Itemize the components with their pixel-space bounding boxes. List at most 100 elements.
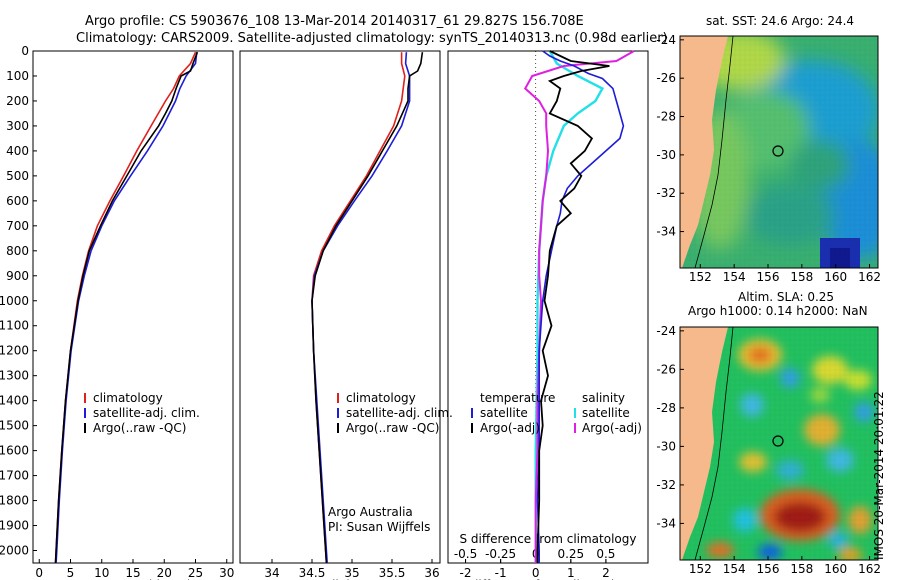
legend-title-temperature: temperature [480,391,555,405]
salinity-panel: 34 34.5 35 35.5 36 salinity climatologysatelli… [239,50,453,580]
series-line [536,50,610,563]
y-tick-label: 900 [6,269,29,283]
sla-map-title-2: Argo h1000: 0.14 h2000: NaN [688,304,868,318]
lat-tick-label: -32 [656,186,676,200]
series-line [536,50,625,563]
y-tick-label: 1600 [0,444,29,458]
panel-frame [447,50,649,564]
lon-tick-label: 152 [689,562,712,576]
legend-label: Argo(-adj) [480,421,540,435]
s-tick-label: 0.25 [557,547,584,561]
y-tick-label: 1800 [0,494,29,508]
title-line-1: Argo profile: CS 5903676_108 13-Mar-2014… [85,14,584,29]
panel-frame [239,50,441,564]
lon-tick-label: 156 [757,270,780,284]
y-tick-label: 1100 [0,319,29,333]
difference-panel: -2 -1 0 1 2-0.5 -0.25 0 0.25 0.5S difference fro… [447,50,649,580]
sst-land [680,36,728,268]
x-tick-label: 15 [125,566,140,580]
x-tick-label: 0 [35,566,43,580]
sst-map [680,36,878,268]
legend-label: Argo(..raw -QC) [93,421,186,435]
lon-tick-label: 162 [858,562,881,576]
y-tick-label: 1400 [0,394,29,408]
s-tick-label: 0.5 [596,547,615,561]
lat-tick-label: -26 [656,71,676,85]
series-line [523,50,635,563]
s-tick-label: -0.25 [485,547,516,561]
lat-tick-label: -24 [656,324,676,338]
sst-map-title: sat. SST: 24.6 Argo: 24.4 [706,14,854,28]
legend-label: climatology [93,391,163,405]
x-tick-label: 20 [157,566,172,580]
lon-tick-label: 154 [723,270,746,284]
y-tick-label: 1300 [0,369,29,383]
x-tick-label: 25 [188,566,203,580]
series-line [311,52,406,564]
s-tick-label: -0.5 [454,547,477,561]
x-axis-label: T difference from climatology [459,578,637,580]
lon-tick-label: 158 [790,270,813,284]
lon-tick-label: 158 [790,562,813,576]
y-tick-label: 200 [6,94,29,108]
panel-frame [32,50,234,564]
legend-label: satellite-adj. clim. [93,406,200,420]
lat-tick-label: -30 [656,148,676,162]
lon-tick-label: 160 [824,270,847,284]
y-tick-label: 1200 [0,344,29,358]
x-tick-label: -2 [460,566,472,580]
x-tick-label: 10 [94,566,109,580]
x-tick-label: -1 [495,566,507,580]
legend-label: Argo(-adj) [582,421,642,435]
x-tick-label: 36 [424,566,439,580]
lat-tick-label: -34 [656,516,676,530]
series-line [54,51,199,564]
sla-argo-marker [772,435,784,447]
lon-tick-label: 160 [824,562,847,576]
lat-tick-label: -28 [656,110,676,124]
credit-line-1: Argo Australia [328,505,413,519]
y-tick-label: 300 [6,119,29,133]
y-tick-label: 800 [6,244,29,258]
y-tick-label: 400 [6,144,29,158]
temperature-panel: 0100200300400500600700800900100011001200… [0,44,234,580]
lon-tick-label: 162 [858,270,881,284]
sst-argo-marker [772,145,784,157]
x-axis-label: temperature (deg C) [68,578,191,580]
x-tick-label: 35 [344,566,359,580]
timestamp-stamp: IMOS 20-Mar-2014 20:01:22 [872,391,886,560]
x-tick-label: 0 [532,566,540,580]
lat-tick-label: -30 [656,439,676,453]
legend-label: Argo(..raw -QC) [346,421,439,435]
y-tick-label: 500 [6,169,29,183]
y-tick-label: 0 [21,44,29,58]
y-tick-label: 100 [6,69,29,83]
sla-map-ticks: -24 -26 -28 -30 -32 -34 152 154 156 158 160 162 [656,324,881,576]
y-tick-label: 600 [6,194,29,208]
legend-label: satellite [582,406,630,420]
lon-tick-label: 152 [689,270,712,284]
legend-title-salinity: salinity [582,391,625,405]
y-tick-label: 2000 [0,544,29,558]
x-tick-label: 5 [67,566,75,580]
lon-tick-label: 156 [757,562,780,576]
lat-tick-label: -26 [656,362,676,376]
y-tick-label: 1900 [0,519,29,533]
credit-line-2: PI: Susan Wijffels [328,520,430,534]
x-tick-label: 34 [264,566,279,580]
lat-tick-label: -34 [656,225,676,239]
y-tick-label: 1000 [0,294,29,308]
legend-label: satellite [480,406,528,420]
lat-tick-label: -24 [656,33,676,47]
y-tick-label: 1700 [0,469,29,483]
title-line-2: Climatology: CARS2009. Satellite-adjuste… [76,31,668,46]
legend-label: satellite-adj. clim. [346,406,453,420]
x-tick-label: 30 [219,566,234,580]
y-tick-label: 700 [6,219,29,233]
x-axis-label: salinity [318,578,361,580]
lat-tick-label: -28 [656,401,676,415]
series-line [311,52,424,564]
sst-map-ticks: -24 -26 -28 -30 -32 -34 152 154 156 158 160 162 [656,33,881,284]
sla-map [680,327,878,560]
